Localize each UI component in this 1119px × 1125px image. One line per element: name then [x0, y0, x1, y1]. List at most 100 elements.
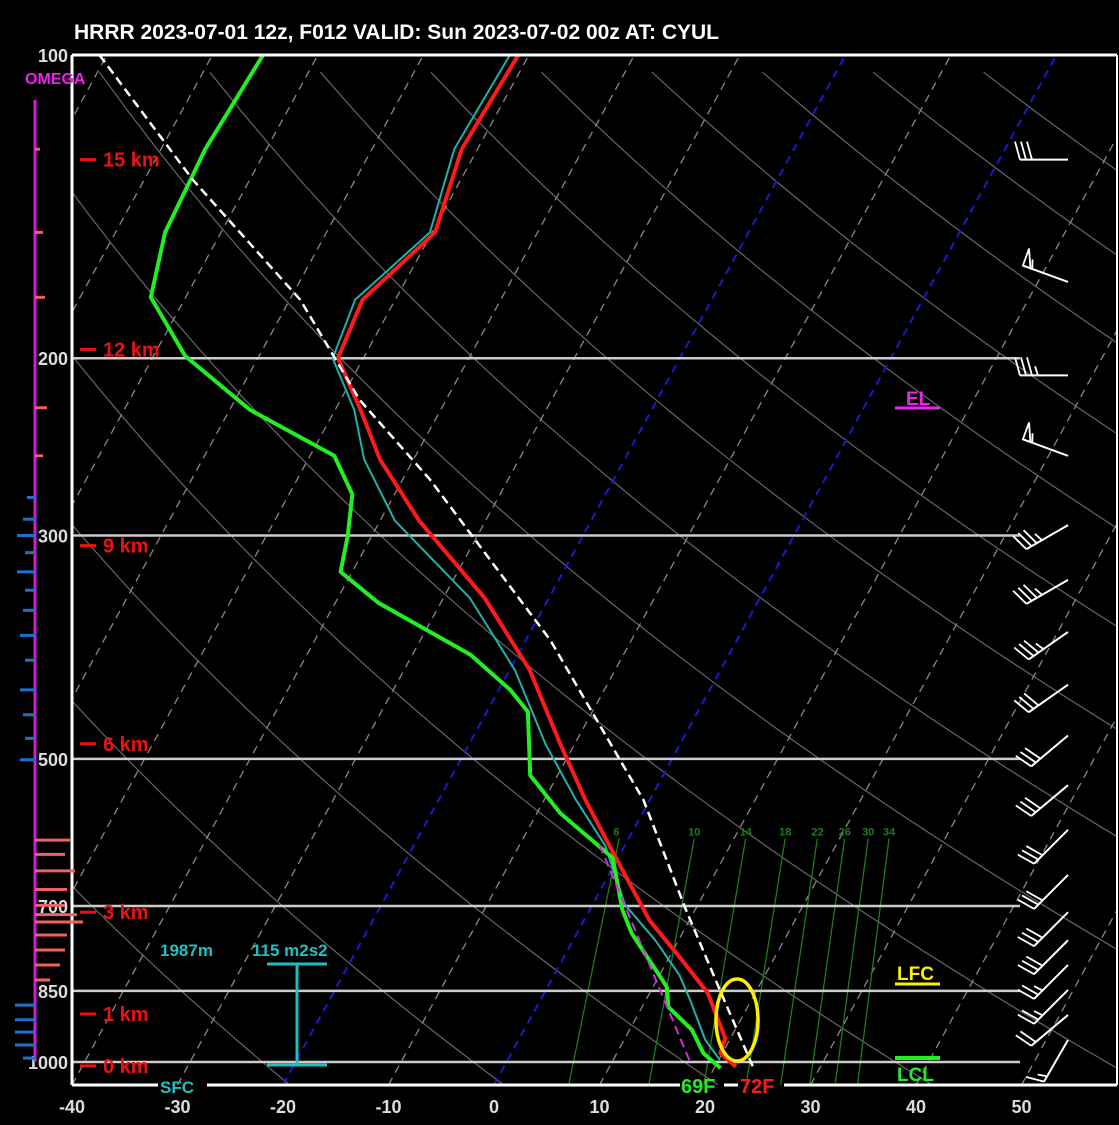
wind-barb-icon — [1013, 631, 1069, 661]
barb-full — [1015, 804, 1032, 817]
temperature-tick-label: -20 — [270, 1097, 296, 1117]
wind-barb-icon — [1012, 524, 1069, 551]
sfc-label: SFC — [160, 1078, 194, 1097]
height-label: 3 km — [103, 902, 149, 924]
barb-full — [1021, 894, 1039, 906]
barb-full — [1019, 1030, 1037, 1043]
mixing-ratio-label: 6 — [613, 827, 619, 839]
barb-full — [1021, 931, 1039, 943]
barb-full — [1025, 890, 1043, 902]
temperature-tick-label: -10 — [375, 1097, 401, 1117]
wind-barb-icon — [1017, 964, 1069, 1000]
pressure-tick-label: 100 — [38, 46, 68, 66]
temperature-tick-label: 0 — [489, 1097, 499, 1117]
dry-adiabat — [72, 523, 719, 1085]
barb-half — [1034, 533, 1043, 541]
temperature-tick-label: -30 — [164, 1097, 190, 1117]
barb-full — [1012, 535, 1028, 550]
barb-staff — [1033, 989, 1069, 1025]
barb-full — [1021, 1009, 1039, 1021]
surface-dewpoint-label: 69F — [681, 1076, 715, 1098]
temperature-tick-label: 10 — [589, 1097, 609, 1117]
barb-flag — [1021, 422, 1032, 444]
barb-full — [1026, 357, 1033, 376]
wind-barb-icon — [1013, 683, 1069, 714]
barb-staff — [1030, 734, 1069, 768]
mixing-ratio-line — [834, 838, 869, 1085]
wind-barb-icon — [1014, 141, 1068, 161]
mixing-ratio-label: 14 — [740, 827, 753, 839]
annotations: EL LFC LCL 69F 72F SFC 1987m 115 m2s2 — [160, 389, 940, 1098]
background-grid — [72, 55, 1117, 1085]
barb-full — [1021, 849, 1039, 861]
lcl-label: LCL — [897, 1065, 934, 1086]
profile-lines — [98, 55, 755, 1070]
barb-full — [1022, 529, 1038, 544]
temperature-tick-label: 20 — [695, 1097, 715, 1117]
mixing-ratio-label: 30 — [862, 827, 874, 839]
wind-barb-icon — [1015, 734, 1069, 768]
barb-full — [1023, 639, 1040, 654]
barb-staff — [1030, 784, 1069, 817]
dry-adiabat — [72, 885, 291, 1085]
barb-full — [1018, 696, 1035, 710]
temperature-tick-label: 50 — [1011, 1097, 1031, 1117]
height-label: 0 km — [103, 1056, 149, 1078]
pressure-tick-label: 700 — [38, 897, 68, 917]
barb-flag — [1021, 248, 1032, 270]
barb-staff — [1030, 1014, 1069, 1047]
mixing-ratio-line — [703, 838, 747, 1085]
barb-half — [1033, 985, 1043, 992]
mixing-ratio-label: 22 — [811, 827, 823, 839]
dewpoint-line — [148, 55, 722, 1070]
height-label: 9 km — [103, 536, 149, 558]
pressure-tick-label: 850 — [38, 982, 68, 1002]
barb-half — [1034, 587, 1043, 596]
barb-full — [1025, 1076, 1045, 1083]
barb-full — [1024, 797, 1041, 810]
lfc-label: LFC — [897, 964, 934, 985]
el-label: EL — [906, 389, 931, 410]
omega-profile: OMEGA — [15, 71, 86, 1062]
wind-barb-icon — [1017, 874, 1069, 910]
mixing-ratio-line — [648, 838, 695, 1085]
barb-full — [1013, 646, 1030, 661]
wind-barb-icon — [1017, 989, 1069, 1025]
helicity-value-label: 115 m2s2 — [252, 941, 328, 960]
barb-staff — [1043, 1039, 1069, 1083]
wind-barb-icon — [1012, 578, 1069, 605]
barb-full — [1026, 141, 1033, 160]
dry-adiabat — [209, 71, 1117, 838]
barb-half — [1037, 1073, 1048, 1078]
parcel-line — [98, 55, 755, 1068]
barb-full — [1013, 699, 1030, 713]
wind-barb-icon — [1021, 248, 1069, 283]
mixed-parcel-line — [598, 844, 692, 1063]
barb-full — [1021, 984, 1039, 996]
barb-staff — [1028, 631, 1069, 661]
barb-staff — [1033, 911, 1069, 947]
barb-full — [1014, 141, 1021, 160]
barb-full — [1017, 532, 1033, 547]
barb-full — [1020, 357, 1027, 376]
barb-half — [1034, 366, 1039, 376]
mixing-ratio-label: 10 — [688, 827, 700, 839]
mixing-ratio-label: 34 — [883, 827, 896, 839]
wind-barb-icon — [1025, 1039, 1069, 1083]
barb-full — [1025, 845, 1043, 857]
barb-full — [1021, 959, 1039, 971]
pressure-tick-label: 1000 — [28, 1053, 68, 1073]
mixing-ratio-line — [779, 838, 819, 1085]
dry-adiabat — [319, 71, 1117, 730]
wind-barb-icon — [1017, 911, 1069, 947]
isobar-lines — [72, 356, 1020, 1064]
barb-staff — [1033, 829, 1069, 865]
barb-staff — [1028, 683, 1069, 714]
wind-barbs — [1012, 141, 1069, 1083]
height-label: 6 km — [103, 734, 149, 756]
pressure-tick-label: 300 — [38, 527, 68, 547]
temperature-tick-label: 30 — [800, 1097, 820, 1117]
wind-barb-icon — [1014, 357, 1068, 377]
height-label: 12 km — [103, 339, 160, 361]
